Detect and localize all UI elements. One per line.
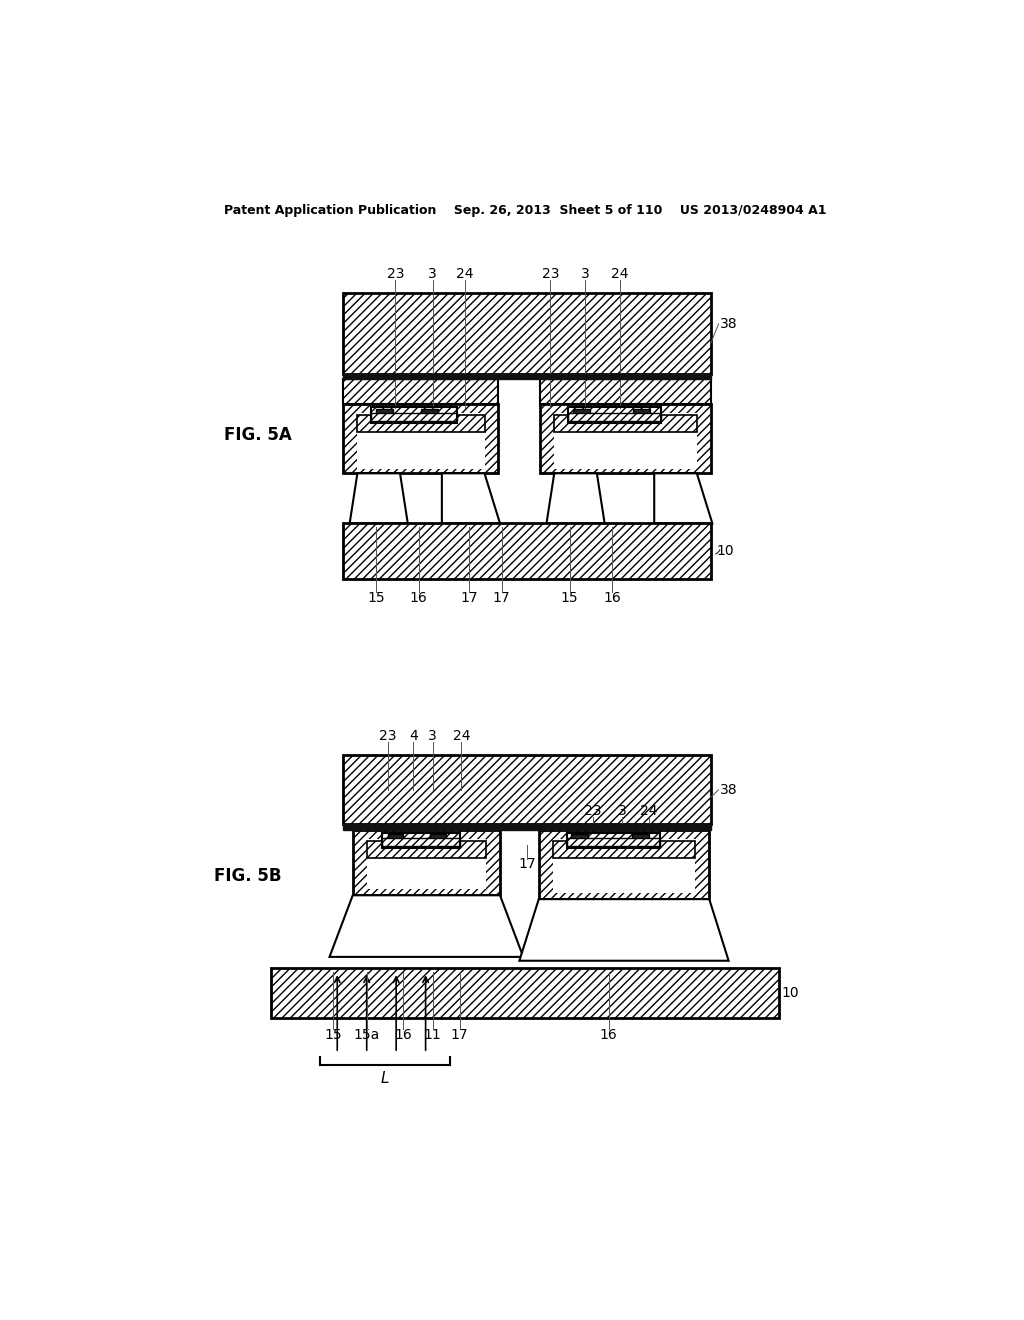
Text: 16: 16 [600,1028,617,1043]
Text: 17: 17 [518,858,536,871]
Text: 15a: 15a [353,1028,380,1043]
Bar [633,409,650,416]
Bar [430,834,445,842]
Bar [553,840,695,892]
Text: 16: 16 [394,1028,412,1043]
Bar [632,834,649,842]
Text: 23: 23 [585,804,602,817]
Text: L: L [380,1071,389,1086]
Bar [382,833,460,849]
Text: 3: 3 [581,267,590,281]
Bar [541,404,711,474]
Text: 16: 16 [603,591,622,605]
Text: 11: 11 [424,1028,441,1043]
Text: FIG. 5A: FIG. 5A [224,426,292,444]
Bar [571,834,589,842]
Text: 4: 4 [409,729,418,743]
Text: 24: 24 [453,729,470,743]
Bar [352,830,500,895]
Bar [566,833,659,849]
Bar [343,755,711,825]
Polygon shape [330,895,523,957]
Text: 3: 3 [618,804,627,817]
Bar [388,834,403,842]
Bar [572,409,590,416]
Polygon shape [349,474,408,524]
Polygon shape [654,474,713,524]
Text: 38: 38 [720,317,737,331]
Bar [271,969,779,1019]
Bar [553,841,695,858]
Bar [554,414,697,432]
Text: 23: 23 [542,267,559,281]
Text: 17: 17 [451,1028,469,1043]
Bar [376,409,393,416]
Bar [566,838,659,846]
Bar [541,379,711,404]
Bar [343,524,711,578]
Text: 23: 23 [387,267,404,281]
Bar [343,374,711,379]
Bar [539,830,710,899]
Bar [421,409,438,416]
Bar [343,293,711,374]
Text: 3: 3 [428,267,437,281]
Text: 15: 15 [561,591,579,605]
Bar [357,413,484,469]
Text: 38: 38 [720,783,737,797]
Text: 17: 17 [460,591,478,605]
Bar [554,413,697,469]
Text: 10: 10 [716,544,733,558]
Bar [372,407,457,422]
Text: 10: 10 [781,986,800,1001]
Text: 3: 3 [428,729,437,743]
Bar [367,840,486,890]
Text: Patent Application Publication    Sep. 26, 2013  Sheet 5 of 110    US 2013/02489: Patent Application Publication Sep. 26, … [223,205,826,218]
Bar [343,404,499,474]
Polygon shape [519,899,729,961]
Text: 24: 24 [640,804,657,817]
Text: 15: 15 [368,591,385,605]
Text: 17: 17 [493,591,510,605]
Text: 16: 16 [410,591,427,605]
Text: 15: 15 [325,1028,342,1043]
Polygon shape [547,474,604,524]
Bar [343,825,711,830]
Text: 24: 24 [611,267,629,281]
Bar [343,379,499,404]
Text: FIG. 5B: FIG. 5B [214,867,282,884]
Bar [568,407,662,422]
Bar [367,841,486,858]
Text: 23: 23 [379,729,396,743]
Bar [357,414,484,432]
Bar [372,413,457,421]
Bar [568,413,662,421]
Polygon shape [442,474,500,524]
Text: 24: 24 [457,267,474,281]
Bar [382,838,460,846]
